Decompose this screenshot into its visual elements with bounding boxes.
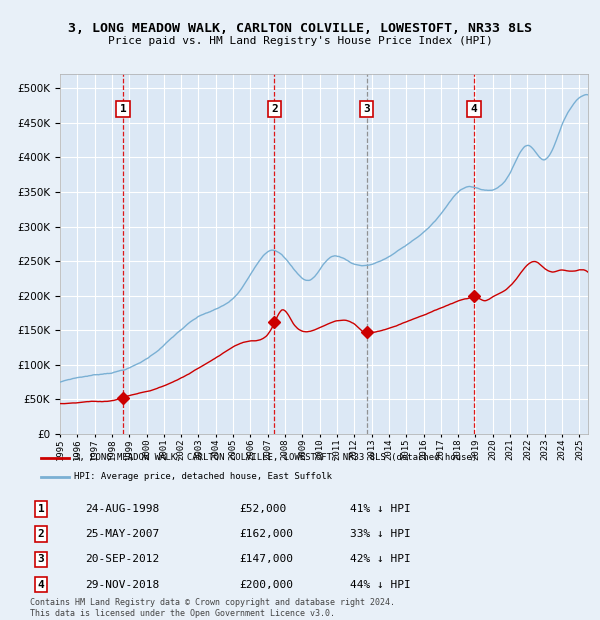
Text: 3, LONG MEADOW WALK, CARLTON COLVILLE, LOWESTOFT, NR33 8LS: 3, LONG MEADOW WALK, CARLTON COLVILLE, L…: [68, 22, 532, 35]
Text: £52,000: £52,000: [240, 504, 287, 514]
Text: 1: 1: [120, 104, 127, 114]
Text: 42% ↓ HPI: 42% ↓ HPI: [350, 554, 411, 564]
Text: 29-NOV-2018: 29-NOV-2018: [85, 580, 160, 590]
Text: 3, LONG MEADOW WALK, CARLTON COLVILLE, LOWESTOFT, NR33 8LS (detached house): 3, LONG MEADOW WALK, CARLTON COLVILLE, L…: [74, 453, 477, 462]
Text: 44% ↓ HPI: 44% ↓ HPI: [350, 580, 411, 590]
Text: £147,000: £147,000: [240, 554, 294, 564]
Text: 24-AUG-1998: 24-AUG-1998: [85, 504, 160, 514]
Text: 2: 2: [38, 529, 44, 539]
Text: 4: 4: [470, 104, 477, 114]
Text: £200,000: £200,000: [240, 580, 294, 590]
Text: HPI: Average price, detached house, East Suffolk: HPI: Average price, detached house, East…: [74, 472, 332, 481]
Text: 20-SEP-2012: 20-SEP-2012: [85, 554, 160, 564]
Text: 33% ↓ HPI: 33% ↓ HPI: [350, 529, 411, 539]
Text: Price paid vs. HM Land Registry's House Price Index (HPI): Price paid vs. HM Land Registry's House …: [107, 36, 493, 46]
Text: 3: 3: [38, 554, 44, 564]
Text: 1: 1: [38, 504, 44, 514]
Text: 3: 3: [364, 104, 370, 114]
Text: 25-MAY-2007: 25-MAY-2007: [85, 529, 160, 539]
Text: Contains HM Land Registry data © Crown copyright and database right 2024.
This d: Contains HM Land Registry data © Crown c…: [30, 598, 395, 618]
Text: 2: 2: [271, 104, 278, 114]
Text: 4: 4: [38, 580, 44, 590]
Text: £162,000: £162,000: [240, 529, 294, 539]
Text: 41% ↓ HPI: 41% ↓ HPI: [350, 504, 411, 514]
